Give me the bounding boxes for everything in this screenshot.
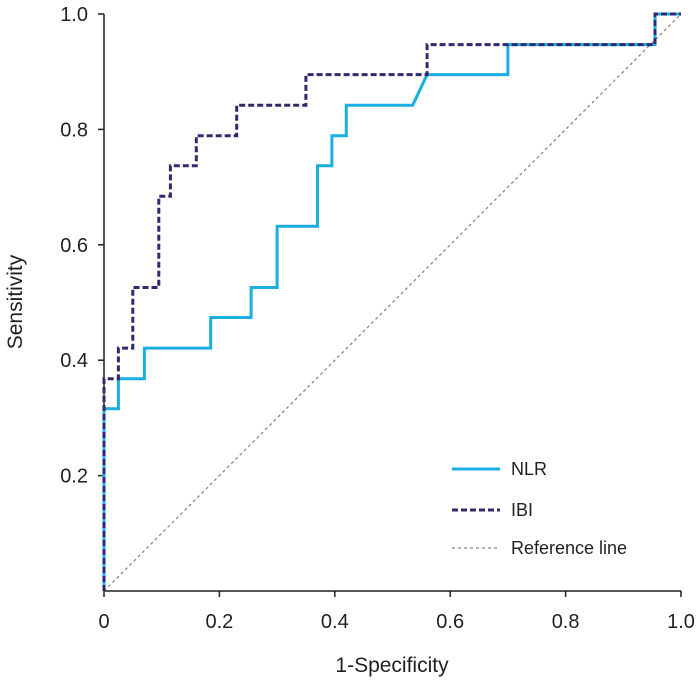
y-tick-label: 0.2: [60, 466, 88, 488]
legend: NLR IBI Reference line: [452, 459, 627, 558]
x-tick-label: 0.2: [205, 611, 233, 633]
legend-item-ibi: IBI: [452, 500, 533, 520]
legend-label-reference-line: Reference line: [511, 538, 627, 558]
y-tick-label: 0.4: [60, 350, 88, 372]
y-tick-label: 0.6: [60, 235, 88, 257]
x-tick-label: 1.0: [667, 611, 695, 633]
reference-line-curve: [103, 13, 682, 592]
y-ticks: 0.2 0.4 0.6 0.8 1.0: [60, 4, 104, 488]
x-tick-label: 0.8: [552, 611, 580, 633]
x-axis-title: 1-Specificity: [335, 654, 449, 677]
y-tick-label: 1.0: [60, 4, 88, 26]
x-tick-label: 0: [98, 611, 109, 633]
legend-label-ibi: IBI: [511, 500, 533, 520]
series-layer: [102, 12, 682, 592]
y-axis-title: Sensitivity: [4, 254, 27, 349]
x-tick-label: 0.4: [321, 611, 349, 633]
legend-item-reference-line: Reference line: [452, 538, 627, 558]
legend-item-nlr: NLR: [452, 459, 547, 479]
legend-label-nlr: NLR: [511, 459, 547, 479]
x-tick-label: 0.6: [436, 611, 464, 633]
ibi-curve: [102, 12, 681, 591]
y-tick-label: 0.8: [60, 119, 88, 141]
x-ticks: 0 0.2 0.4 0.6 0.8 1.0: [98, 591, 695, 633]
nlr-curve: [102, 12, 681, 591]
